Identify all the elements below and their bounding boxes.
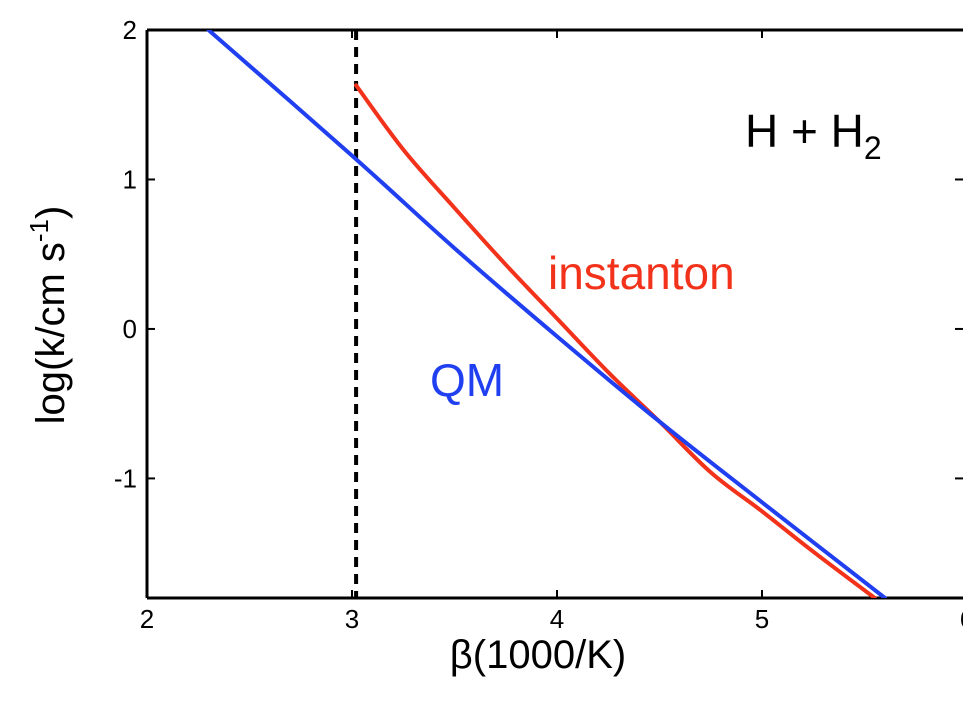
y-tick-label-2: 0 [123, 314, 137, 344]
series-layer [206, 30, 887, 598]
reaction-label-main: H + H [745, 105, 864, 157]
y-tick-label-0: 2 [123, 15, 137, 45]
ticks [146, 29, 963, 598]
x-axis-label: β(1000/K) [450, 633, 626, 677]
qm-label: QM [430, 354, 504, 406]
y-axis-label-main: log(k/cm s [29, 242, 73, 424]
series-line-qm [206, 30, 887, 598]
x-tick-label-4: 6 [960, 604, 963, 634]
reaction-label: H + H2 [745, 105, 882, 166]
series-line-instanton [354, 83, 877, 598]
x-tick-label-0: 2 [140, 604, 154, 634]
instanton-label: instanton [548, 247, 735, 299]
y-axis-label-suffix: ) [29, 206, 73, 219]
y-tick-label-1: 1 [123, 164, 137, 194]
tick-labels: 2 3 4 5 6 2 1 0 -1 [114, 15, 963, 634]
y-tick-label-3: -1 [114, 463, 137, 493]
x-tick-label-1: 3 [345, 604, 359, 634]
x-tick-label-2: 4 [550, 604, 564, 634]
reaction-label-subscript: 2 [864, 130, 882, 166]
y-axis-label-superscript: -1 [24, 219, 54, 242]
y-axis-label: log(k/cm s-1) [24, 206, 73, 425]
x-tick-label-3: 5 [755, 604, 769, 634]
